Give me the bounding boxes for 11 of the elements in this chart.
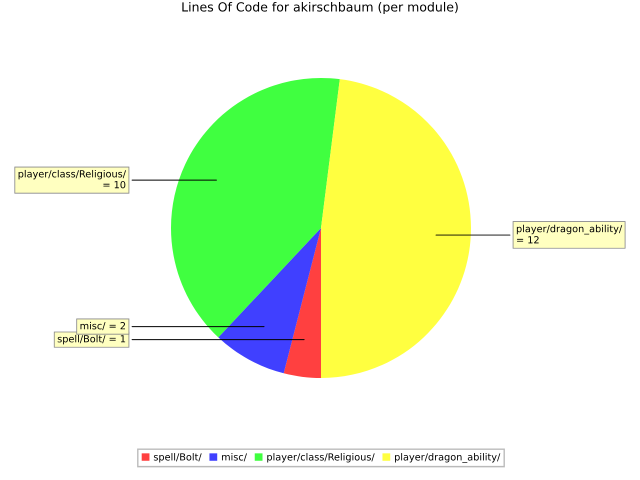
data-label: = 10	[103, 181, 126, 188]
chart-title: Lines Of Code for akirschbaum (per module)	[182, 2, 458, 14]
slice-label: player/dragon_ability/	[516, 224, 622, 234]
legend-label: player/dragon_ability/	[395, 453, 500, 463]
slice-label: player/class/Religious/	[18, 170, 126, 180]
legend-label: misc/	[222, 453, 247, 462]
category-label: spell/Bolt/ = 1	[58, 334, 126, 344]
legend-label: spell/Bolt/	[154, 453, 202, 462]
legend-label: player/class/Religious/	[267, 453, 375, 462]
data-label: = 12	[517, 236, 539, 244]
category-label: misc/ = 2	[80, 322, 126, 330]
